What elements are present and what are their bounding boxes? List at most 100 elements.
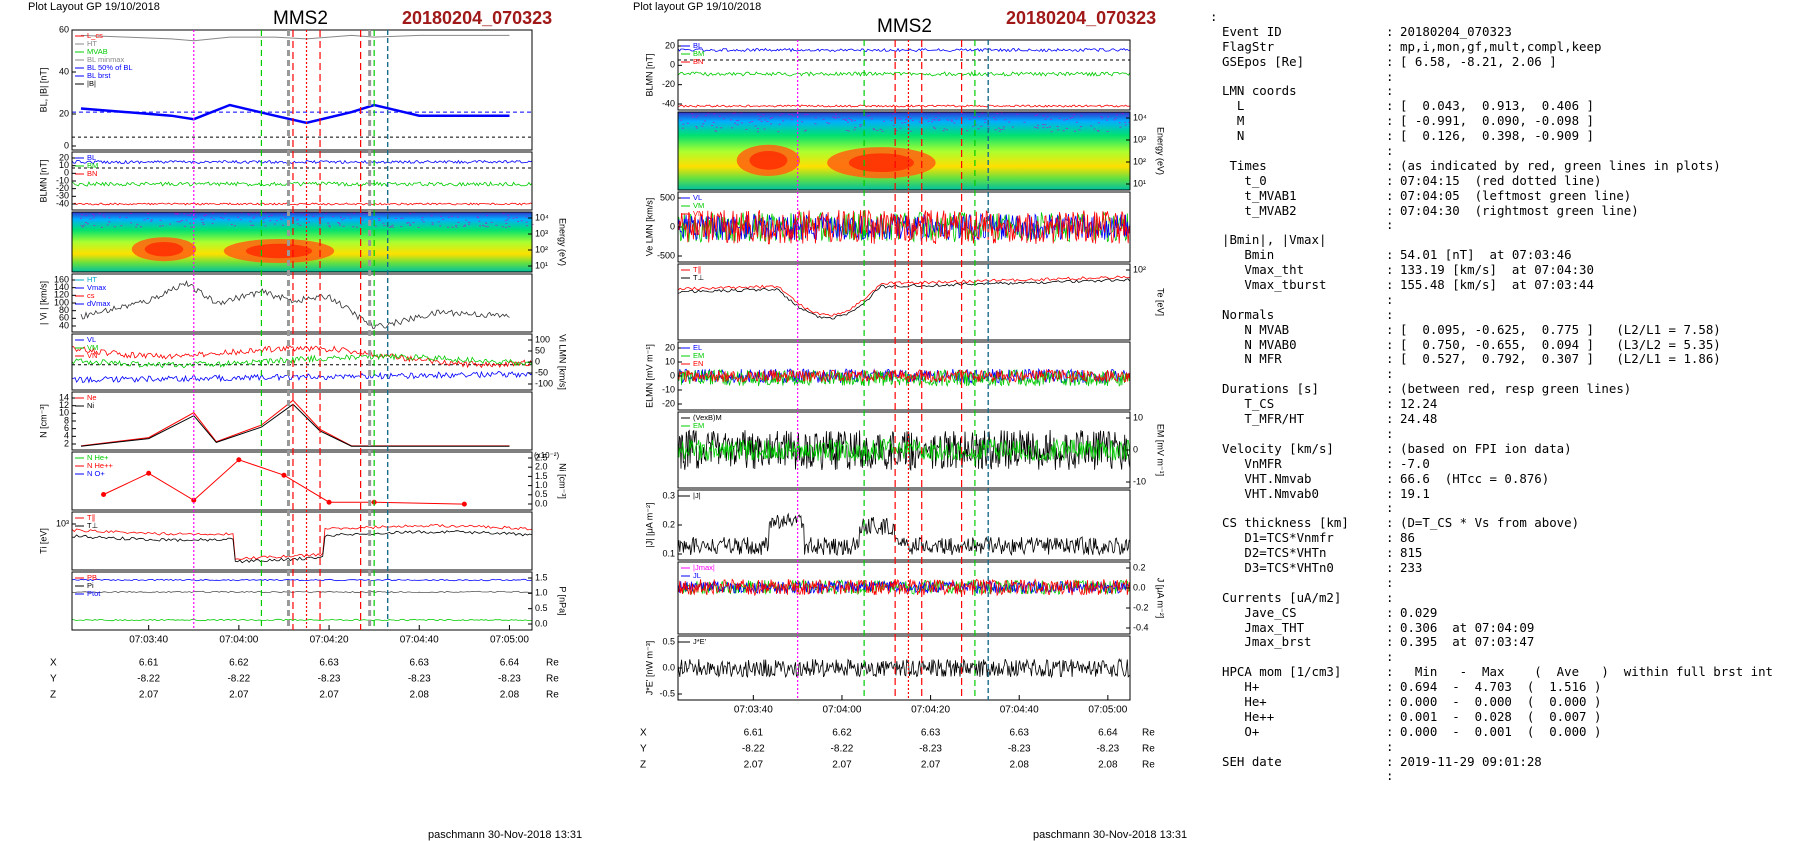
tick-label: 10¹ bbox=[1133, 178, 1146, 188]
tick-label: 0.2 bbox=[662, 519, 675, 529]
ptot-trace bbox=[71, 578, 533, 582]
info-key: CS thickness [km] bbox=[1222, 515, 1349, 531]
legend-label: (VexB)M bbox=[693, 413, 722, 422]
info-colon: : bbox=[1386, 470, 1394, 486]
info-colon: : bbox=[1386, 381, 1394, 397]
tick-label: 0.0 bbox=[1133, 582, 1146, 592]
legend-label: cs bbox=[87, 291, 95, 300]
ephemeris-unit: Re bbox=[1142, 760, 1155, 771]
bl-series bbox=[80, 103, 510, 125]
info-colon: : bbox=[1386, 723, 1394, 739]
info-value: [ 0.095, -0.625, 0.775 ] (L2/L1 = 7.58) bbox=[1400, 321, 1721, 337]
info-value: [ 0.043, 0.913, 0.406 ] bbox=[1400, 98, 1594, 114]
info-line: H+:0.694 - 4.703 ( 1.516 ) bbox=[1222, 679, 1773, 695]
pb-trace bbox=[71, 618, 533, 622]
info-line: N MVAB: [ 0.095, -0.625, 0.775 ] (L2/L1 =… bbox=[1222, 321, 1773, 338]
ephemeris-label: Z bbox=[640, 760, 646, 771]
axis-label: Te [eV] bbox=[1156, 288, 1166, 316]
info-value: -7.0 bbox=[1400, 455, 1430, 471]
info-key: FlagStr bbox=[1222, 38, 1275, 54]
tick-label: -10 bbox=[662, 384, 675, 394]
tick-label: 0.5 bbox=[535, 489, 548, 499]
spectrogram-core bbox=[245, 243, 313, 259]
legend-label: VN bbox=[693, 209, 703, 218]
info-value: 0.395 at 07:03:47 bbox=[1400, 634, 1535, 650]
axis-label: Energy (eV) bbox=[558, 218, 568, 266]
ephemeris-value: 6.61 bbox=[139, 658, 159, 669]
axis-label: BLMN [nT] bbox=[38, 159, 48, 202]
info-colon: : bbox=[1386, 157, 1394, 173]
tick-label: -500 bbox=[657, 250, 675, 260]
info-value: 07:04:05 (leftmost green line) bbox=[1400, 187, 1632, 203]
info-value: 66.6 (HTcc = 0.876) bbox=[1400, 470, 1550, 486]
info-line: : bbox=[1222, 218, 1773, 233]
info-colon: : bbox=[1386, 113, 1394, 129]
tick-label: 12 bbox=[59, 400, 69, 410]
ephemeris-value: 6.63 bbox=[921, 728, 941, 739]
jmag-trace bbox=[677, 512, 1131, 557]
tick-label: 0.5 bbox=[535, 603, 548, 613]
info-colon: : bbox=[1386, 291, 1394, 307]
info-value: 0.306 at 07:04:09 bbox=[1400, 619, 1535, 635]
legend-label: L_cs bbox=[87, 31, 103, 40]
info-key: Times bbox=[1222, 157, 1267, 173]
info-key: Jmax_THT bbox=[1222, 619, 1305, 635]
he-pp-point bbox=[101, 492, 107, 497]
legend-label: |Jmax| bbox=[693, 563, 715, 572]
info-value: Min - Max ( Ave ) within full brst int bbox=[1400, 664, 1773, 680]
info-colon: : bbox=[1210, 9, 1218, 24]
info-line: He+:0.000 - 0.000 ( 0.000 ) bbox=[1222, 693, 1773, 710]
info-value: 0.000 - 0.000 ( 0.000 ) bbox=[1400, 693, 1602, 709]
info-colon: : bbox=[1386, 321, 1394, 337]
info-key: N MVAB bbox=[1222, 321, 1290, 337]
tick-label: -20 bbox=[662, 398, 675, 408]
info-line: Times: (as indicated by red, green lines … bbox=[1222, 157, 1773, 174]
he-pp-point bbox=[191, 497, 197, 503]
axis-label: Ni [cm⁻³] bbox=[558, 463, 568, 499]
ephemeris-label: Y bbox=[640, 744, 647, 755]
tick-label: 500 bbox=[660, 192, 675, 202]
axis-label: Energy (eV) bbox=[1156, 127, 1166, 175]
info-value: 0.001 - 0.028 ( 0.007 ) bbox=[1400, 708, 1602, 724]
legend-label: N He++ bbox=[87, 461, 113, 470]
info-colon: : bbox=[1386, 634, 1394, 650]
info-colon: : bbox=[1386, 768, 1394, 784]
tick-label: -10 bbox=[1133, 476, 1146, 486]
ephemeris-value: -8.23 bbox=[408, 674, 431, 685]
info-colon: : bbox=[1386, 679, 1394, 695]
tick-label: -0.5 bbox=[659, 688, 675, 698]
info-line: : bbox=[1222, 426, 1773, 442]
legend-label: PB bbox=[87, 573, 97, 582]
tick-label: 0 bbox=[1133, 444, 1138, 454]
info-colon: : bbox=[1386, 336, 1394, 352]
ephemeris-value: -8.23 bbox=[1096, 744, 1119, 755]
plot-layout-label-right: Plot layout GP 19/10/2018 bbox=[633, 1, 762, 13]
info-colon: : bbox=[1386, 53, 1394, 69]
he-pp-point bbox=[236, 457, 242, 463]
info-colon: : bbox=[1386, 738, 1394, 754]
axis-label: J [μA m⁻²] bbox=[1156, 578, 1166, 618]
panel-frame bbox=[677, 39, 1131, 111]
legend-label: VL bbox=[87, 335, 96, 344]
info-key: Velocity [km/s] bbox=[1222, 440, 1334, 456]
panel-j: 0.3 0.2 0.1 |J| [μA m⁻²] |J| bbox=[644, 489, 1131, 561]
tick-label: 10² bbox=[1133, 156, 1146, 166]
event-id-left: 20180204_070323 bbox=[402, 8, 553, 28]
ephemeris-label: X bbox=[640, 728, 647, 739]
info-line: : bbox=[1210, 9, 1773, 25]
info-value: 07:04:30 (rightmost green line) bbox=[1400, 202, 1639, 218]
ephemeris-value: 2.08 bbox=[410, 690, 430, 701]
panel-te: 10² Te [eV] T∥T⊥ bbox=[677, 263, 1166, 341]
tick-label: 60 bbox=[59, 24, 69, 34]
tick-label: 0 bbox=[64, 140, 69, 150]
info-key: Event ID bbox=[1222, 23, 1282, 39]
tick-label: 50 bbox=[535, 345, 545, 355]
legend-label: BN bbox=[87, 169, 97, 178]
info-colon: : bbox=[1386, 485, 1394, 501]
tick-label: 60 bbox=[59, 313, 69, 323]
panel-frame bbox=[71, 29, 533, 151]
tick-label: 0.3 bbox=[662, 490, 675, 500]
ephemeris-value: 2.07 bbox=[319, 690, 339, 701]
